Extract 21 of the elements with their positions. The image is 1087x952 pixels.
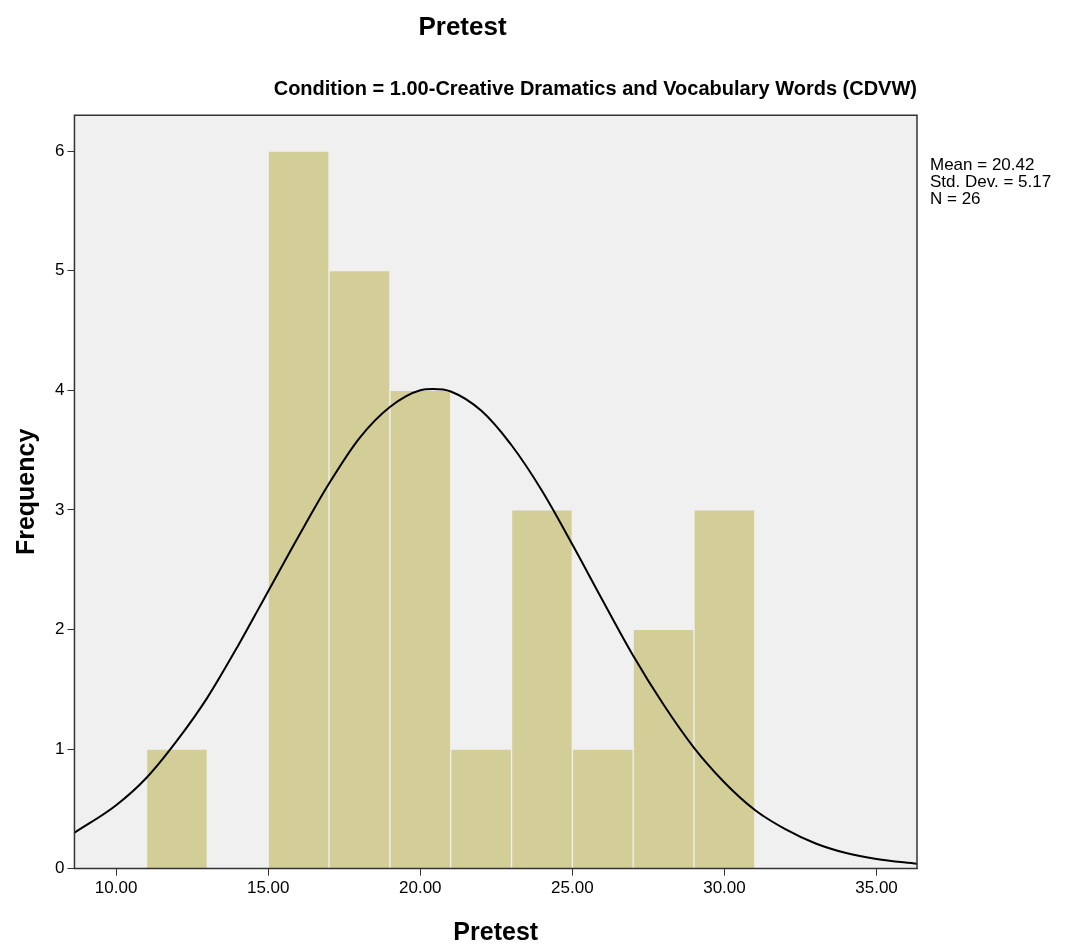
y-tick-label: 4 [54,379,65,399]
x-tick-label: 15.00 [246,878,290,898]
x-tick-label: 25.00 [551,878,594,898]
x-tick-label: 10.00 [94,878,138,898]
y-axis-title: Frequency [10,428,39,556]
y-tick-label: 5 [54,260,65,280]
chart-title: Pretest [418,10,507,41]
y-tick-label: 3 [54,499,65,519]
x-tick-label: 20.00 [399,878,442,898]
text: N = 26 [930,189,981,209]
y-tick-label: 6 [54,140,65,160]
x-axis-title: Pretest [453,916,539,945]
text: Std. Dev. = 5.17 [930,172,1052,192]
x-tick-label: 35.00 [855,878,898,898]
line-series [74,388,917,865]
y-tick-label: 2 [54,619,65,639]
x-tick-label: 30.00 [703,878,746,898]
y-tick-label: 0 [54,858,65,878]
chart-subtitle: Condition = 1.00-Creative Dramatics and Vocabulary Words (CDVW) [273,76,917,99]
y-tick-label: 1 [54,738,65,758]
text: Mean = 20.42 [930,155,1035,175]
